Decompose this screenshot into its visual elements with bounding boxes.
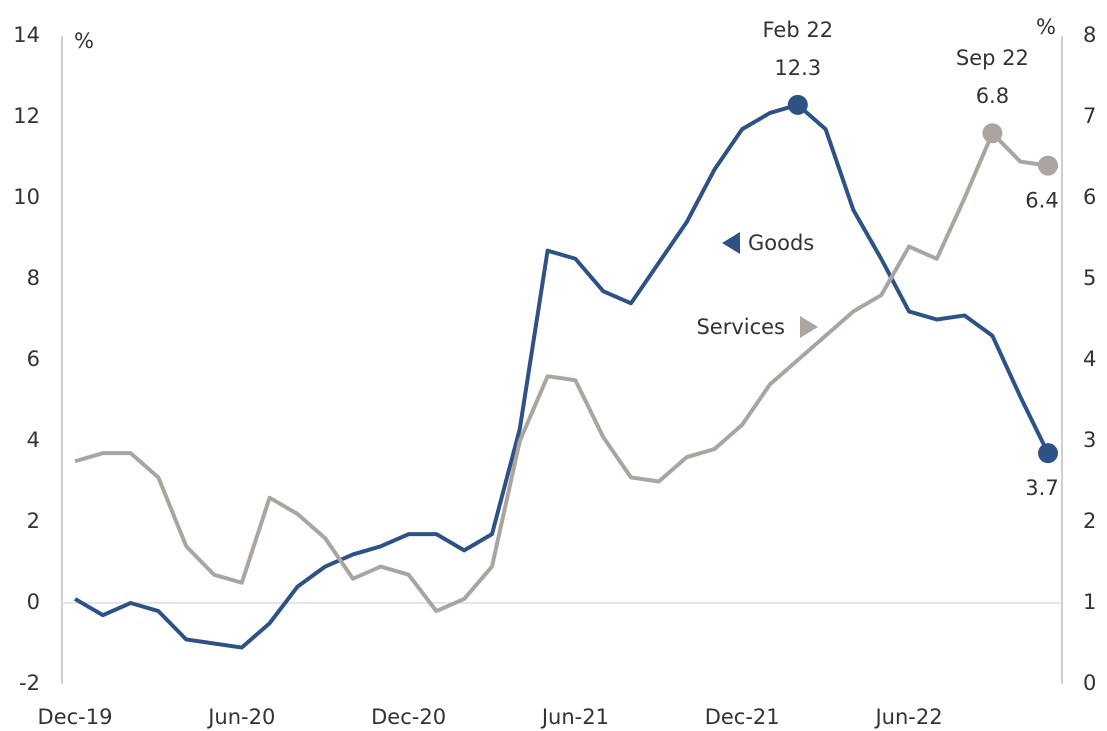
legend-label: Services (696, 315, 785, 339)
x-tick-label: Dec-19 (38, 705, 113, 729)
y-tick-label: 10 (13, 185, 40, 209)
value-label: 6.8 (976, 84, 1009, 108)
y2-tick-label: 2 (1083, 509, 1096, 533)
point-marker (1038, 443, 1058, 464)
y2-tick-label: 0 (1083, 671, 1096, 695)
y2-tick-label: 1 (1083, 590, 1096, 614)
series-line (73, 102, 1050, 650)
y-tick-label: 4 (27, 428, 40, 452)
value-label: 3.7 (1025, 476, 1058, 500)
y2-tick-label: 8 (1083, 23, 1096, 47)
x-tick-label: Dec-20 (371, 705, 446, 729)
y2-tick-label: 5 (1083, 266, 1096, 290)
x-tick-label: Jun-22 (873, 705, 942, 729)
y2-tick-label: 3 (1083, 428, 1096, 452)
point-marker (982, 123, 1003, 144)
y-tick-label: -2 (19, 671, 40, 695)
y2-tick-label: 6 (1083, 185, 1096, 209)
x-tick-label: Dec-21 (705, 705, 780, 729)
y-tick-label: 6 (27, 347, 40, 371)
y-tick-label: 0 (27, 590, 40, 614)
legend-label: Goods (748, 231, 814, 255)
value-label: 12.3 (774, 56, 821, 80)
y2-axis-label: % (1036, 15, 1056, 39)
point-marker (787, 94, 808, 115)
x-tick-label: Jun-21 (540, 705, 609, 729)
annotation: Feb 22 (763, 18, 834, 42)
y-tick-label: 14 (13, 23, 40, 47)
point-marker (1038, 155, 1058, 176)
y-axis-label: % (74, 29, 94, 53)
y2-tick-label: 7 (1083, 104, 1096, 128)
value-label: 6.4 (1025, 189, 1058, 213)
y-tick-label: 8 (27, 266, 40, 290)
annotation: Sep 22 (956, 46, 1029, 70)
legend-arrow (800, 316, 818, 338)
legend-arrow (722, 232, 740, 254)
x-tick-label: Jun-20 (206, 705, 275, 729)
y-tick-label: 12 (13, 104, 40, 128)
y2-tick-label: 4 (1083, 347, 1096, 371)
y-tick-label: 2 (27, 509, 40, 533)
series-line (74, 131, 1049, 614)
